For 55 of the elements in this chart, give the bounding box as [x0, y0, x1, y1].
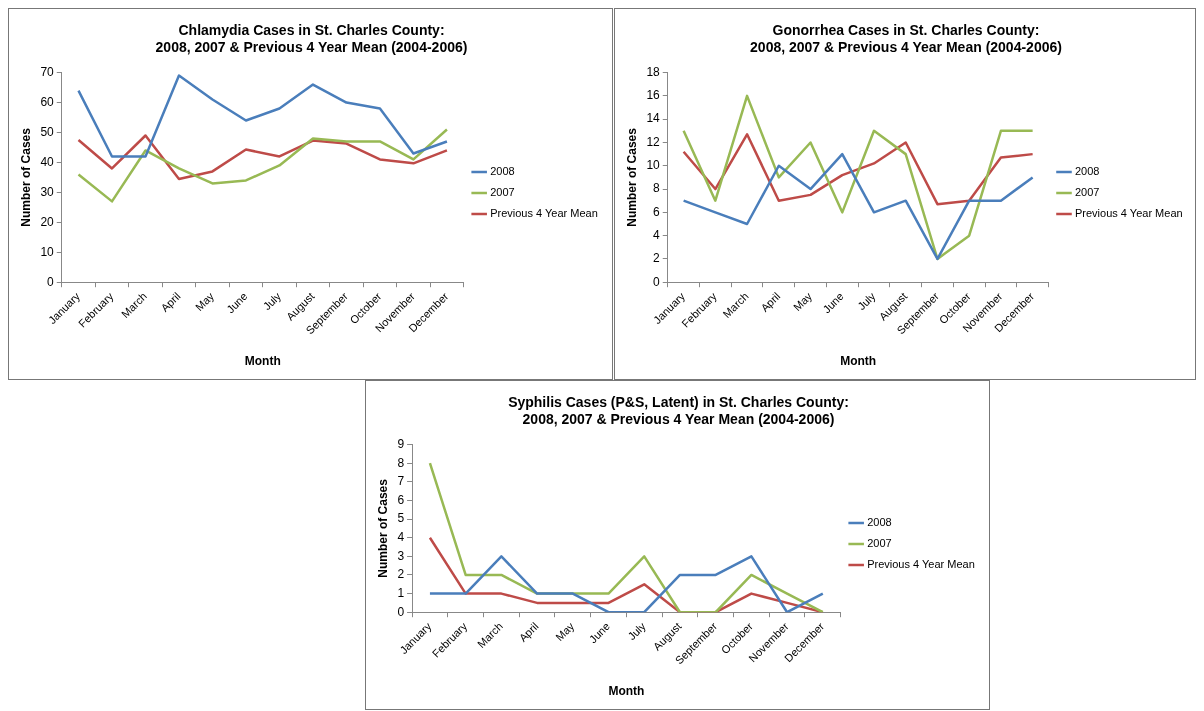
y-tick-label: 20 [40, 214, 55, 229]
y-tick-label: 5 [397, 511, 405, 526]
y-tick-label: 12 [646, 134, 661, 149]
y-tick-label: 8 [397, 455, 405, 470]
x-axis-title: Month [244, 354, 281, 369]
legend-label: Previous 4 Year Mean [867, 558, 975, 571]
chart-subtitle: 2008, 2007 & Previous 4 Year Mean (2004-2006) [750, 39, 1062, 56]
y-tick-label: 70 [40, 64, 55, 79]
y-tick-label: 16 [646, 88, 661, 103]
chart-subtitle: 2008, 2007 & Previous 4 Year Mean (2004-2006) [155, 39, 468, 56]
y-tick-label: 0 [47, 274, 55, 289]
chart-title: Gonorrhea Cases in St. Charles County: [772, 22, 1040, 39]
chart-subtitle: 2008, 2007 & Previous 4 Year Mean (2004-2006) [522, 411, 835, 428]
y-tick-label: 18 [646, 64, 661, 79]
y-tick-label: 8 [653, 181, 661, 196]
x-tick-label: July [625, 619, 649, 643]
y-tick-label: 10 [40, 244, 55, 259]
y-tick-label: 60 [40, 94, 55, 109]
y-tick-label: 4 [653, 227, 661, 242]
y-tick-label: 9 [397, 436, 405, 451]
x-axis-title: Month [840, 354, 877, 369]
legend-label: 2007 [490, 186, 515, 199]
legend-label: 2008 [1075, 165, 1100, 178]
x-tick-label: May [790, 289, 815, 314]
y-tick-label: 4 [397, 530, 405, 545]
y-tick-label: 2 [653, 251, 661, 266]
x-tick-label: May [553, 619, 577, 644]
chart-title: Chlamydia Cases in St. Charles County: [178, 22, 445, 39]
legend-label: Previous 4 Year Mean [490, 207, 598, 220]
x-tick-label: July [260, 289, 284, 313]
x-tick-label: May [192, 289, 217, 314]
y-tick-label: 30 [40, 184, 55, 199]
y-tick-label: 6 [397, 492, 405, 507]
y-tick-label: 0 [397, 604, 405, 619]
legend-label: 2007 [867, 537, 892, 550]
y-tick-label: 50 [40, 124, 55, 139]
legend-label: 2008 [490, 165, 515, 178]
y-tick-label: 10 [646, 158, 661, 173]
y-tick-label: 6 [653, 204, 661, 219]
x-tick-label: July [855, 289, 878, 313]
y-tick-label: 2 [397, 567, 405, 582]
y-tick-label: 0 [653, 274, 661, 289]
y-axis-title: Number of Cases [18, 127, 33, 227]
y-tick-label: 40 [40, 154, 55, 169]
y-tick-label: 7 [397, 474, 405, 489]
y-axis-title: Number of Cases [375, 478, 390, 578]
legend-label: 2007 [1075, 186, 1100, 199]
y-axis-title: Number of Cases [624, 127, 639, 227]
y-tick-label: 1 [397, 585, 405, 600]
x-axis-title: Month [608, 684, 645, 699]
chart-title: Syphilis Cases (P&S, Latent) in St. Charles County: [508, 394, 849, 411]
legend-label: Previous 4 Year Mean [1075, 207, 1183, 220]
y-tick-label: 3 [397, 548, 405, 563]
y-tick-label: 14 [646, 111, 661, 126]
legend-label: 2008 [867, 516, 892, 529]
